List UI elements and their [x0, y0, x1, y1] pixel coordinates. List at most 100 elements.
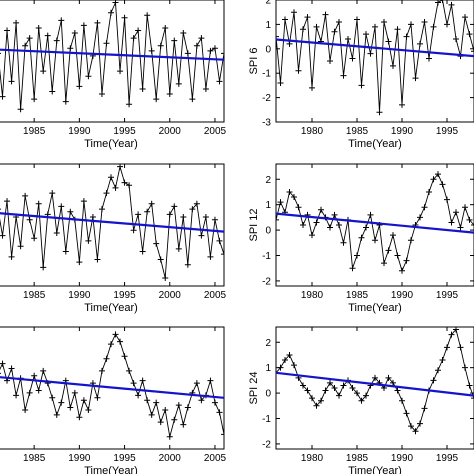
y-tick-label: -2 — [262, 93, 271, 104]
data-point — [126, 101, 133, 108]
x-tick-label: 1995 — [113, 290, 136, 301]
x-axis-label: Time(Year) — [348, 138, 402, 150]
data-point — [345, 36, 351, 43]
data-point — [313, 23, 320, 30]
data-point — [417, 420, 423, 427]
data-point — [35, 24, 42, 31]
x-tick-label: 1985 — [23, 126, 46, 137]
data-point — [144, 397, 151, 404]
data-point — [399, 267, 405, 274]
data-point — [390, 62, 396, 69]
data-point — [457, 224, 464, 231]
chart-panel-1: 1985 1990 1995 2000 2005 Time(Year) — [0, 0, 227, 150]
data-point — [340, 72, 347, 79]
x-tick-label: 1990 — [68, 126, 91, 137]
x-tick-label: 1990 — [68, 290, 91, 301]
plot-area — [0, 0, 224, 113]
data-point — [40, 68, 47, 75]
data-point — [112, 331, 119, 338]
data-point — [85, 73, 92, 80]
data-point — [372, 374, 378, 381]
data-point — [349, 265, 356, 272]
chart-panel-4: 1980 1985 1990 1995 -2 -1 0 1 2 Time(Year) SPI 12 — [248, 163, 474, 314]
data-point — [49, 394, 56, 401]
data-point — [276, 216, 279, 223]
data-point — [331, 28, 338, 35]
data-point — [4, 198, 11, 205]
y-tick-label: 0 — [265, 44, 271, 55]
data-point — [121, 179, 128, 186]
y-tick-label: 0 — [265, 226, 271, 237]
data-point — [313, 219, 320, 226]
data-point — [354, 390, 360, 397]
data-point — [202, 85, 209, 92]
x-tick-label: 2000 — [159, 126, 182, 137]
data-point — [276, 33, 279, 40]
data-point — [8, 365, 15, 372]
data-point — [17, 106, 24, 113]
data-point — [421, 405, 428, 412]
data-point — [0, 208, 1, 210]
data-point — [80, 198, 87, 205]
series-line — [0, 2, 224, 110]
data-point — [180, 30, 187, 37]
y-tick-label: -1 — [262, 414, 271, 425]
series-line — [0, 333, 224, 437]
data-point — [207, 253, 214, 260]
x-tick-label: 1990 — [391, 290, 414, 301]
data-point — [309, 395, 315, 402]
chart-panel-3: 1985 1990 1995 2000 2005 Time(Year) — [0, 163, 227, 314]
data-point — [26, 389, 33, 396]
data-point — [466, 382, 473, 389]
plot-area — [0, 331, 224, 440]
data-point — [0, 360, 6, 367]
data-point — [430, 23, 437, 30]
data-point — [417, 214, 423, 221]
data-point — [408, 237, 414, 244]
data-point — [53, 229, 60, 236]
data-point — [430, 377, 437, 384]
data-point — [435, 171, 441, 178]
data-point — [103, 355, 110, 362]
data-point — [403, 410, 410, 417]
data-point — [157, 419, 164, 426]
data-point — [322, 11, 329, 18]
x-axis-label: Time(Year) — [84, 302, 138, 314]
data-point — [211, 45, 218, 52]
data-point — [403, 33, 410, 40]
data-point — [180, 214, 187, 221]
data-point — [300, 382, 306, 389]
data-point — [286, 40, 293, 47]
data-point — [31, 372, 38, 379]
trend-line — [276, 371, 474, 397]
data-point — [408, 21, 414, 28]
data-point — [26, 35, 33, 42]
x-tick-label: 1985 — [346, 126, 369, 137]
data-point — [207, 47, 214, 54]
x-axis-label: Time(Year) — [84, 138, 138, 150]
data-point — [8, 78, 15, 85]
data-point — [471, 222, 474, 228]
data-point — [390, 379, 396, 386]
y-tick-label: 1 — [265, 20, 271, 31]
data-point — [112, 184, 119, 191]
data-point — [421, 18, 428, 25]
data-point — [98, 206, 105, 213]
data-point — [67, 404, 74, 411]
data-point — [22, 192, 29, 199]
x-tick-label: 1980 — [301, 453, 324, 464]
data-point — [435, 367, 441, 374]
data-point — [184, 261, 191, 268]
data-point — [175, 402, 182, 409]
data-point — [216, 237, 223, 244]
data-point — [471, 395, 474, 402]
data-point — [412, 75, 419, 82]
data-point — [40, 367, 47, 374]
plot-area — [276, 327, 474, 435]
data-point — [26, 216, 33, 223]
data-point — [193, 200, 200, 207]
data-point — [80, 22, 87, 29]
data-point — [166, 211, 173, 218]
data-point — [8, 253, 15, 260]
data-point — [135, 392, 142, 399]
